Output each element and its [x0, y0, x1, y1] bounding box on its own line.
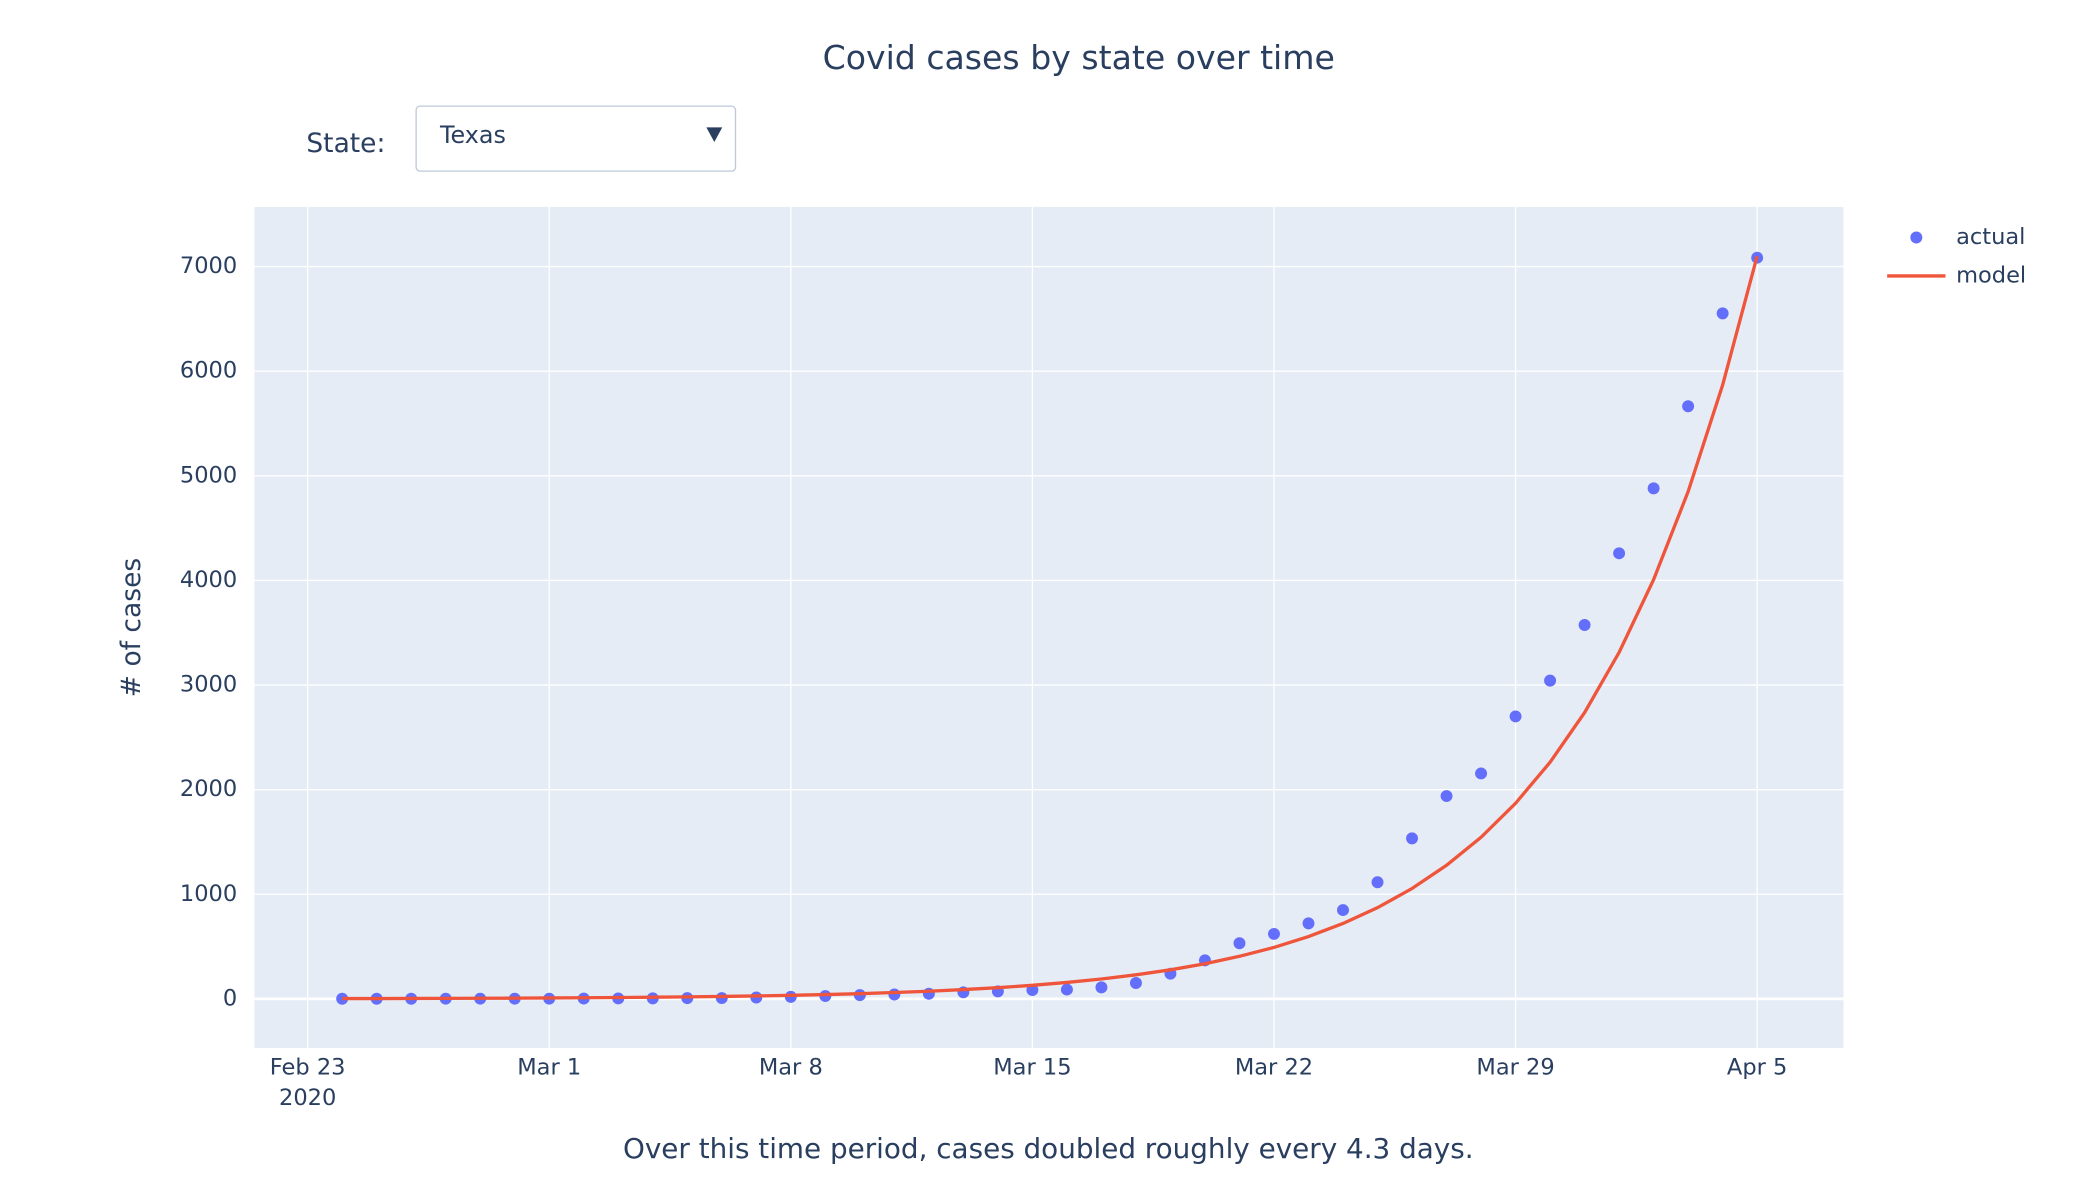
y-tick-label: 5000 [180, 462, 237, 488]
data-point [1302, 917, 1315, 930]
data-line [342, 255, 1759, 1001]
y-tick-label: 0 [223, 985, 237, 1011]
legend-label: model [1956, 262, 2026, 288]
data-point [1440, 790, 1453, 803]
y-tick-label: 1000 [180, 881, 237, 907]
data-point [1682, 400, 1695, 413]
data-point [1578, 619, 1591, 631]
y-tick-label: 7000 [180, 253, 237, 279]
x-tick-label: Feb 23 [270, 1054, 346, 1080]
plot-area [254, 206, 1844, 1049]
y-tick-label: 4000 [180, 567, 237, 593]
legend-label: actual [1956, 224, 2025, 250]
dropdown-box[interactable] [415, 105, 737, 172]
annotation: Over this time period, cases doubled rou… [623, 1132, 1474, 1165]
data-point [1371, 876, 1384, 889]
data-point [1095, 981, 1108, 994]
data-point [1716, 307, 1729, 320]
data-point [1268, 927, 1280, 940]
data-point [1060, 983, 1073, 996]
chart-title: Covid cases by state over time [823, 38, 1335, 77]
data-point [1233, 937, 1246, 950]
dropdown-label: State: [306, 128, 385, 159]
data-point [1475, 767, 1488, 780]
dropdown-value[interactable]: Texas [439, 121, 506, 149]
data-point [1509, 710, 1522, 723]
legend-symbol [1910, 231, 1923, 244]
data-point [888, 988, 901, 1001]
data-point [1544, 674, 1557, 687]
data-point [1647, 482, 1660, 495]
y-axis-title: # of cases [116, 558, 147, 697]
data-point [1337, 904, 1349, 917]
x-tick-label: Mar 8 [759, 1054, 823, 1080]
x-tick-label: Mar 29 [1476, 1054, 1554, 1080]
y-tick-label: 3000 [180, 672, 237, 698]
x-tick-label: Mar 22 [1235, 1054, 1313, 1080]
dropdown-arrow[interactable] [706, 127, 723, 142]
data-point [1406, 832, 1418, 845]
data-point [1129, 977, 1142, 989]
x-tick-label: Mar 15 [993, 1054, 1071, 1080]
y-tick-label: 2000 [180, 776, 237, 802]
dropdown[interactable]: Texas [415, 105, 737, 172]
data-point [336, 992, 349, 1005]
y-tick-label: 6000 [180, 358, 237, 384]
x-year-label: 2020 [279, 1085, 336, 1111]
x-tick-label: Mar 1 [517, 1054, 581, 1080]
x-tick-label: Apr 5 [1727, 1054, 1787, 1080]
data-point [1613, 547, 1626, 560]
